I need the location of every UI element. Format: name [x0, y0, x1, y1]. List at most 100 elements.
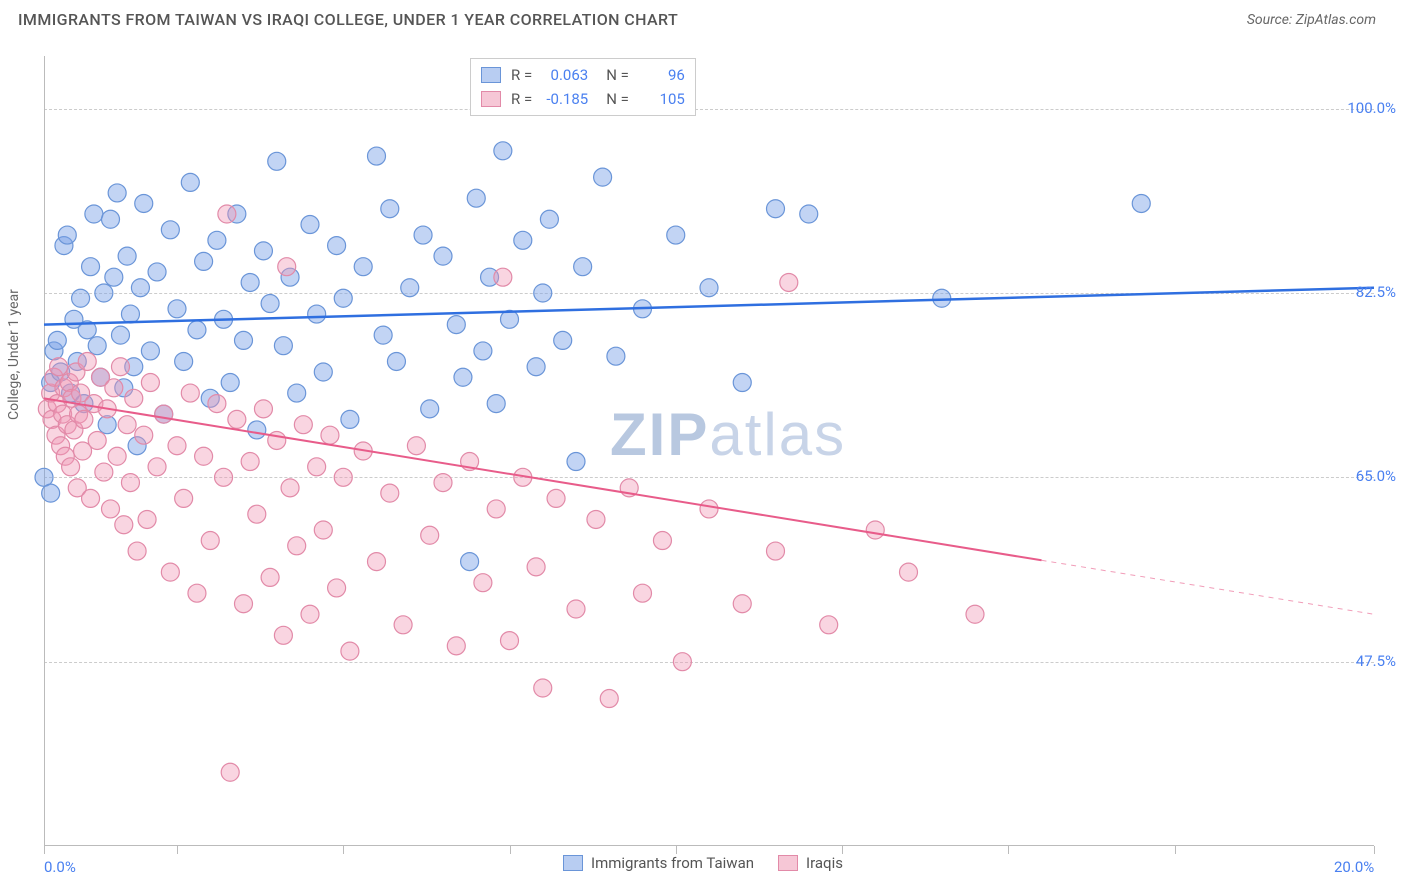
chart-header: IMMIGRANTS FROM TAIWAN VS IRAQI COLLEGE,…	[0, 0, 1406, 37]
data-point	[42, 484, 60, 502]
n-label: N =	[606, 90, 629, 108]
data-point	[131, 279, 149, 297]
data-point	[268, 152, 286, 170]
data-point	[274, 337, 292, 355]
data-point	[447, 316, 465, 334]
data-point	[215, 468, 233, 486]
legend-swatch	[778, 855, 798, 871]
x-tick-mark	[44, 846, 45, 854]
legend-swatch	[563, 855, 583, 871]
data-point	[102, 500, 120, 518]
data-point	[328, 579, 346, 597]
data-point	[374, 326, 392, 344]
data-point	[394, 616, 412, 634]
data-point	[494, 268, 512, 286]
data-point	[62, 458, 80, 476]
y-axis-label: College, Under 1 year	[6, 289, 22, 420]
r-value: -0.185	[538, 90, 588, 108]
data-point	[574, 258, 592, 276]
data-point	[534, 679, 552, 697]
data-point	[278, 258, 296, 276]
y-tick-label: 100.0%	[1347, 99, 1396, 117]
data-point	[501, 632, 519, 650]
data-point	[328, 237, 346, 255]
data-point	[341, 410, 359, 428]
data-point	[141, 374, 159, 392]
data-point	[168, 437, 186, 455]
data-point	[474, 342, 492, 360]
data-point	[195, 447, 213, 465]
data-point	[221, 763, 239, 781]
data-point	[667, 226, 685, 244]
data-point	[434, 247, 452, 265]
data-point	[966, 605, 984, 623]
data-point	[208, 395, 226, 413]
data-point	[321, 426, 339, 444]
data-point	[421, 400, 439, 418]
data-point	[700, 279, 718, 297]
y-tick-label: 65.0%	[1356, 467, 1396, 485]
data-point	[767, 542, 785, 560]
data-point	[78, 352, 96, 370]
data-point	[514, 231, 532, 249]
data-point	[261, 568, 279, 586]
data-point	[274, 626, 292, 644]
data-point	[135, 426, 153, 444]
r-value: 0.063	[538, 66, 588, 84]
data-point	[933, 289, 951, 307]
chart-title: IMMIGRANTS FROM TAIWAN VS IRAQI COLLEGE,…	[18, 10, 678, 29]
data-point	[58, 226, 76, 244]
data-point	[653, 532, 671, 550]
data-point	[254, 242, 272, 260]
correlation-legend: R =0.063N =96R =-0.185N =105	[470, 58, 696, 116]
data-point	[148, 263, 166, 281]
data-point	[600, 690, 618, 708]
data-point	[181, 173, 199, 191]
data-point	[767, 200, 785, 218]
data-point	[534, 284, 552, 302]
n-value: 105	[635, 90, 685, 108]
data-point	[88, 337, 106, 355]
data-point	[95, 284, 113, 302]
data-point	[82, 489, 100, 507]
data-point	[121, 305, 139, 323]
data-point	[168, 300, 186, 318]
x-tick-mark	[1175, 846, 1176, 854]
legend-label: Immigrants from Taiwan	[591, 854, 754, 872]
watermark: ZIPatlas	[610, 400, 846, 469]
x-tick-mark	[1374, 846, 1375, 854]
regression-line-extrapolated	[1042, 560, 1375, 614]
data-point	[407, 437, 425, 455]
data-point	[294, 416, 312, 434]
data-point	[1132, 194, 1150, 212]
y-tick-label: 47.5%	[1356, 652, 1396, 670]
legend-stat-row: R =0.063N =96	[481, 63, 685, 87]
data-point	[301, 605, 319, 623]
data-point	[241, 273, 259, 291]
data-point	[85, 205, 103, 223]
legend-item: Immigrants from Taiwan	[563, 854, 754, 872]
data-point	[314, 521, 332, 539]
data-point	[820, 616, 838, 634]
data-point	[208, 231, 226, 249]
data-point	[155, 405, 173, 423]
legend-swatch	[481, 91, 501, 107]
data-point	[188, 584, 206, 602]
data-point	[288, 384, 306, 402]
data-point	[527, 358, 545, 376]
x-tick-mark	[343, 846, 344, 854]
x-tick-mark	[1008, 846, 1009, 854]
data-point	[434, 474, 452, 492]
data-point	[673, 653, 691, 671]
data-point	[607, 347, 625, 365]
data-point	[188, 321, 206, 339]
data-point	[161, 221, 179, 239]
data-point	[48, 331, 66, 349]
data-point	[175, 352, 193, 370]
data-point	[301, 216, 319, 234]
data-point	[381, 484, 399, 502]
data-point	[128, 542, 146, 560]
data-point	[161, 563, 179, 581]
data-point	[72, 289, 90, 307]
data-point	[254, 400, 272, 418]
